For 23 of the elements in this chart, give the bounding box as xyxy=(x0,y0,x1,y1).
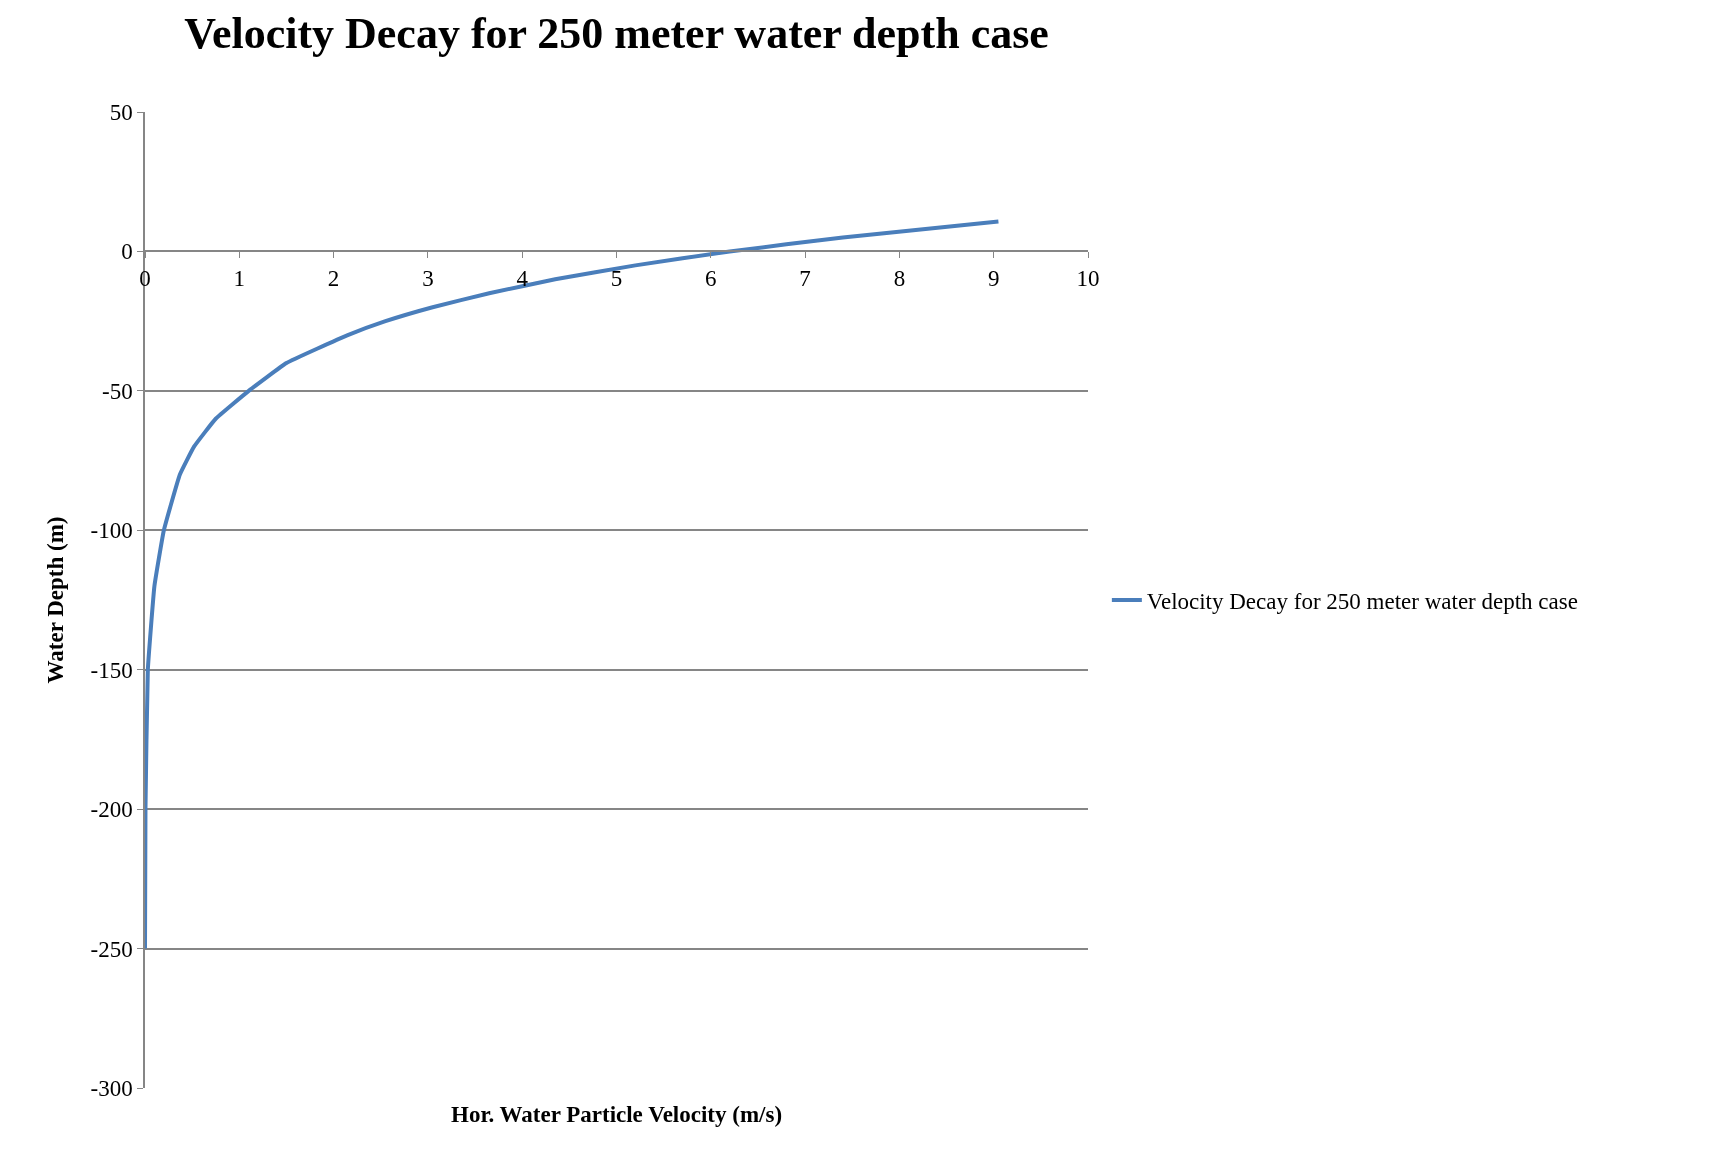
y-tick-label: 50 xyxy=(109,100,133,126)
x-tick-label: 8 xyxy=(893,265,906,291)
x-tick-label: 10 xyxy=(1076,265,1100,291)
y-tick-label: 0 xyxy=(121,239,133,265)
y-tick-label: -100 xyxy=(90,518,133,544)
chart-title: Velocity Decay for 250 meter water depth case xyxy=(184,9,1049,59)
y-tick-label: -250 xyxy=(90,936,133,962)
y-tick-label: -300 xyxy=(90,1076,133,1102)
legend-label: Velocity Decay for 250 meter water depth case xyxy=(1146,588,1578,614)
y-tick-label: -200 xyxy=(90,797,133,823)
x-tick-label: 0 xyxy=(139,265,151,291)
y-tick-label: -150 xyxy=(90,657,133,683)
y-tick-label: -50 xyxy=(101,378,133,404)
x-tick-label: 7 xyxy=(799,265,811,291)
x-axis-title: Hor. Water Particle Velocity (m/s) xyxy=(451,1102,783,1127)
x-tick-label: 4 xyxy=(516,265,529,291)
x-tick-label: 5 xyxy=(610,265,623,291)
x-tick-label: 9 xyxy=(987,265,1000,291)
x-tick-label: 6 xyxy=(705,265,717,291)
y-axis-title: Water Depth (m) xyxy=(43,516,69,684)
x-tick-label: 2 xyxy=(327,265,340,291)
x-tick-label: 1 xyxy=(233,265,246,291)
x-tick-label: 3 xyxy=(422,265,434,291)
